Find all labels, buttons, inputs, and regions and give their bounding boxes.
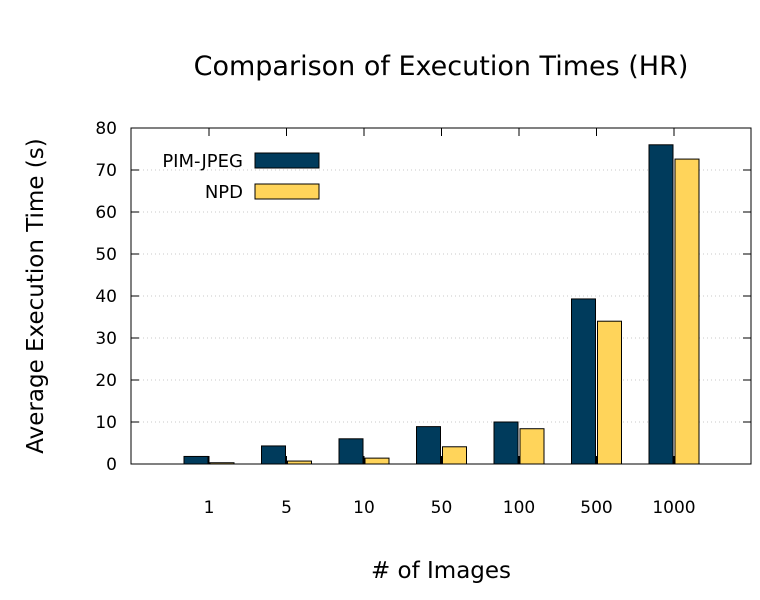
x-tick-label: 500 (580, 498, 612, 518)
y-tick-label: 30 (95, 329, 117, 349)
legend-label: PIM-JPEG (162, 151, 243, 172)
ticks: 0 10 20 30 40 50 60 70 80 1 5 10 50 100 500 1000 (95, 119, 751, 518)
x-tick-label: 10 (353, 498, 375, 518)
bar-pim-jpeg-500 (571, 298, 596, 465)
y-tick-label: 70 (95, 161, 117, 181)
legend: PIM-JPEG NPD (162, 151, 320, 203)
y-tick-label: 10 (95, 413, 117, 433)
x-tick-label: 50 (431, 498, 453, 518)
y-tick-label: 20 (95, 371, 117, 391)
bar-pim-jpeg-5 (261, 445, 286, 465)
grid-lines (131, 169, 751, 423)
x-tick-label: 1000 (652, 498, 695, 518)
y-tick-label: 50 (95, 245, 117, 265)
bar-npd-500 (597, 320, 622, 465)
bar-pim-jpeg-100 (493, 421, 519, 465)
bar-pim-jpeg-50 (416, 426, 441, 465)
legend-swatch (254, 152, 320, 169)
legend-label: NPD (205, 182, 243, 203)
y-tick-label: 80 (95, 119, 117, 139)
y-tick-label: 60 (95, 203, 117, 223)
y-tick-label: 40 (95, 287, 117, 307)
bar-npd-50 (442, 446, 467, 465)
y-tick-label: 0 (106, 455, 117, 475)
bar-npd-10 (364, 457, 390, 465)
bars (183, 144, 700, 465)
bar-npd-100 (519, 428, 545, 465)
chart-title: Comparison of Execution Times (HR) (194, 51, 689, 82)
bar-npd-1000 (674, 158, 700, 465)
x-axis-label: # of Images (371, 558, 511, 584)
bar-pim-jpeg-10 (338, 438, 364, 465)
legend-swatch (254, 183, 320, 200)
x-tick-label: 100 (503, 498, 535, 518)
x-tick-label: 1 (204, 498, 215, 518)
y-axis-label: Average Execution Time (s) (23, 138, 49, 453)
bar-pim-jpeg-1000 (648, 144, 674, 465)
x-tick-label: 5 (281, 498, 292, 518)
bar-pim-jpeg-1 (183, 455, 209, 465)
